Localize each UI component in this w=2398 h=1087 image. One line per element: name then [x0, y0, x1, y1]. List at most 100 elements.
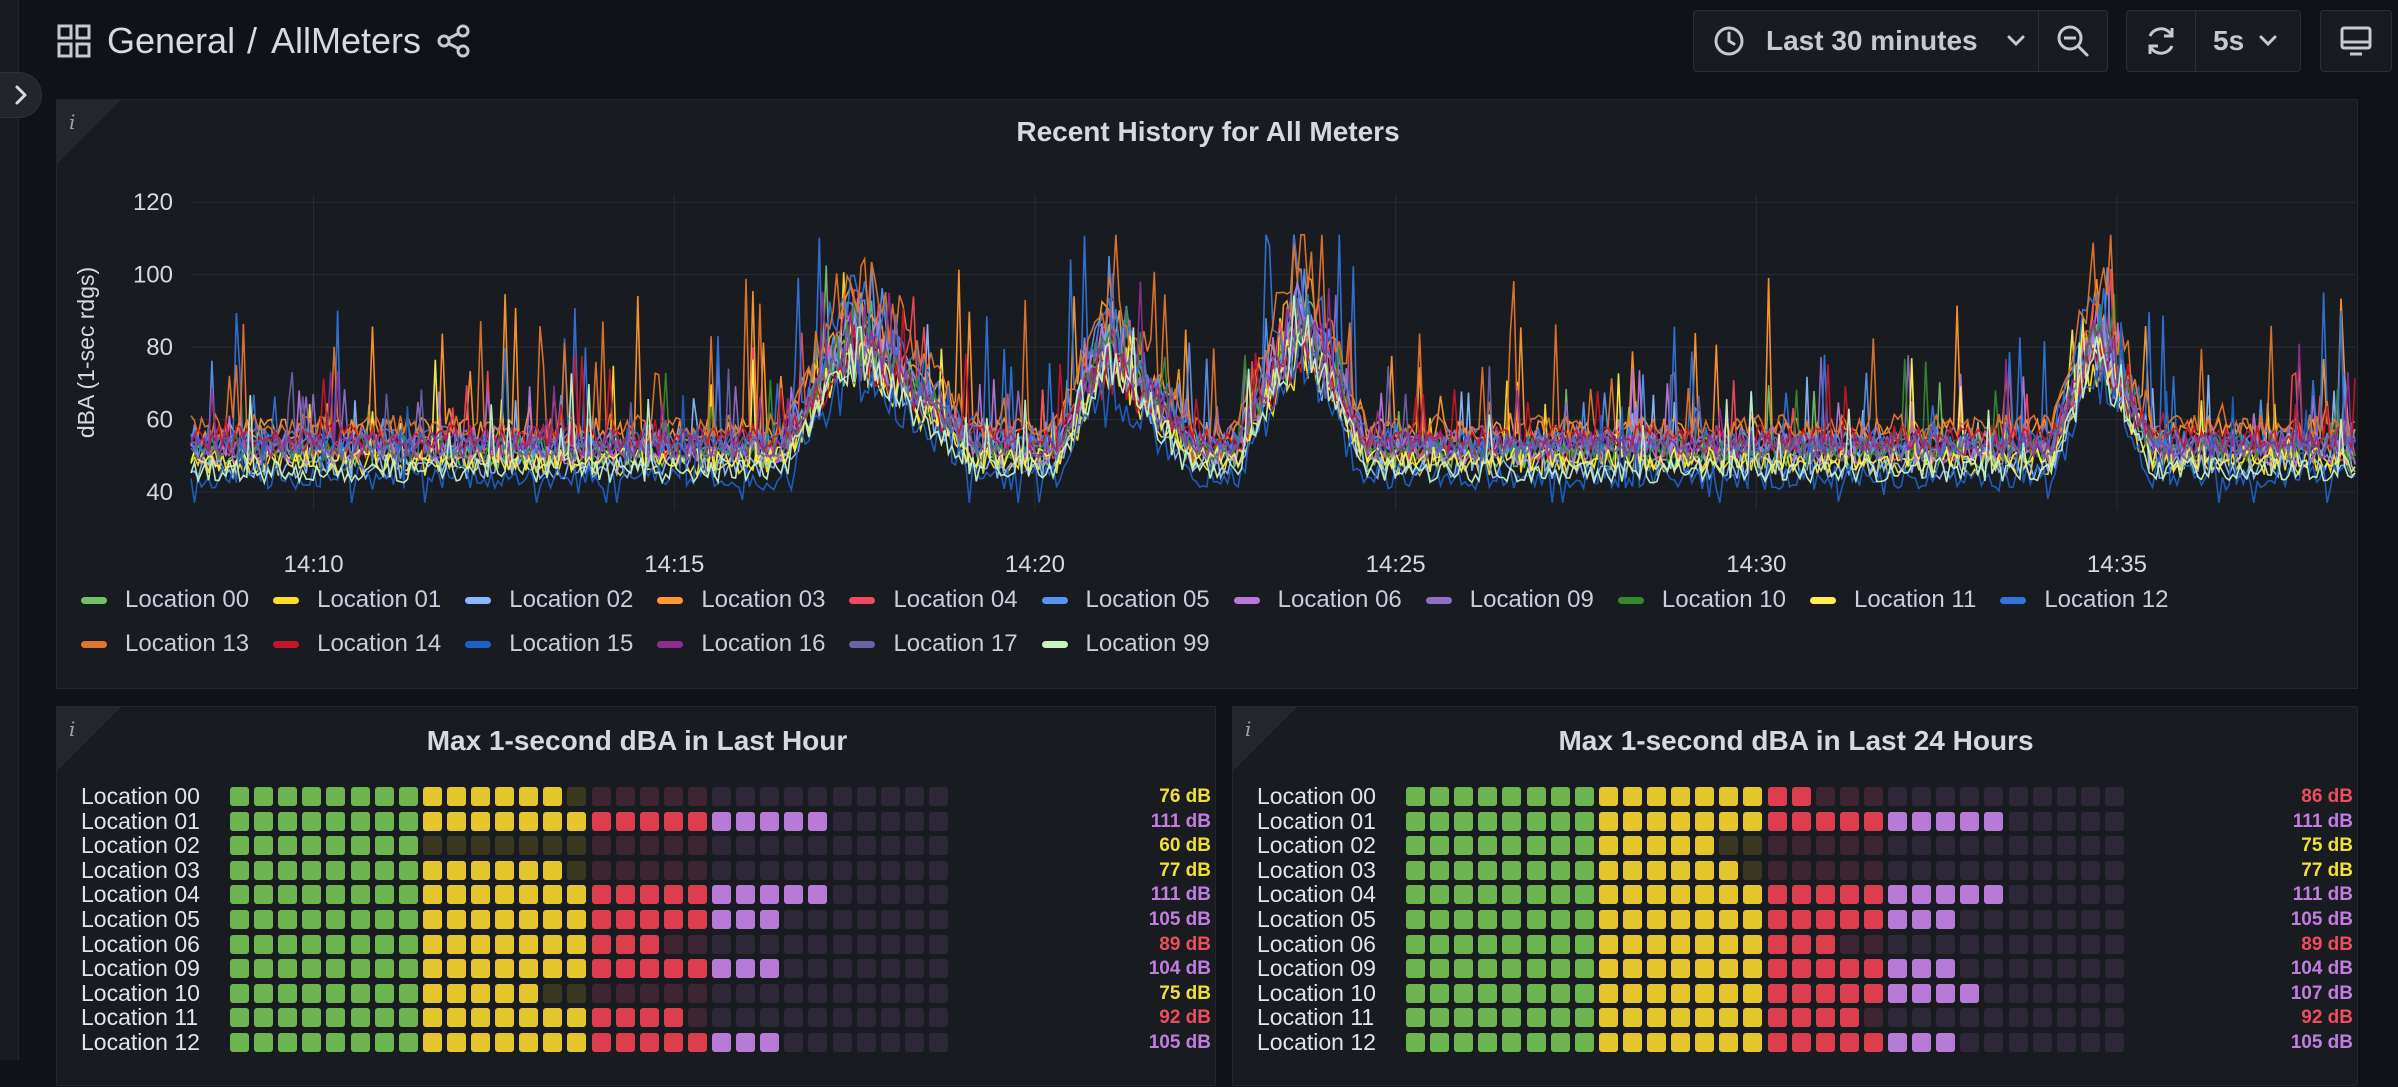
legend-item[interactable]: Location 03	[657, 586, 825, 614]
gauge-cell	[567, 934, 587, 954]
gauge-cell	[712, 934, 731, 954]
gauge-cell	[2056, 1008, 2076, 1028]
gauge-cell	[1598, 787, 1618, 806]
y-tick-label: 40	[146, 479, 173, 506]
gauge-cell	[1912, 1008, 1932, 1028]
breadcrumb-dashboard[interactable]: AllMeters	[271, 20, 422, 61]
legend-swatch	[1425, 596, 1452, 604]
legend-item[interactable]: Location 02	[465, 586, 633, 614]
gauge-cell	[1406, 1033, 1425, 1052]
gauge-cell	[1695, 1033, 1715, 1052]
gauge-cell	[784, 885, 804, 905]
gauge-cell	[639, 836, 659, 856]
gauge-cell	[1406, 787, 1425, 806]
gauge-cell	[567, 910, 587, 929]
panel-info-icon[interactable]: i	[1245, 717, 1252, 741]
gauge-cell	[1574, 910, 1594, 929]
legend-item[interactable]: Location 16	[657, 630, 825, 658]
gauge-cell	[1622, 910, 1642, 929]
legend-item[interactable]: Location 12	[2000, 586, 2168, 614]
gauge-cell	[712, 811, 731, 831]
dashboard-grid-icon[interactable]	[57, 24, 91, 58]
gauge-cell	[398, 885, 418, 905]
gauge-cell	[1406, 885, 1425, 905]
legend-item[interactable]: Location 13	[81, 630, 249, 658]
panel-info-icon[interactable]: i	[69, 110, 76, 134]
gauge-cell	[398, 811, 418, 831]
gauge-cell	[1815, 885, 1835, 905]
gauge-cell	[784, 836, 804, 856]
legend-item[interactable]: Location 05	[1041, 586, 1210, 614]
legend-label: Location 16	[701, 630, 826, 657]
panel-title: Recent History for All Meters	[1016, 116, 1400, 147]
gauge-cell	[880, 860, 900, 880]
y-tick-label: 100	[133, 262, 173, 289]
gauge-cell	[1478, 836, 1498, 856]
gauge-row-label: Location 09	[81, 955, 200, 982]
legend-item[interactable]: Location 00	[81, 586, 249, 614]
gauge-cell	[615, 836, 635, 856]
gauge-cell	[446, 885, 466, 905]
gauge-cell	[736, 983, 756, 1003]
gauge-cell	[230, 836, 249, 856]
gauge-cell	[784, 860, 804, 880]
gauge-cell	[1598, 836, 1618, 856]
legend-item[interactable]: Location 99	[1041, 630, 1210, 658]
legend-item[interactable]: Location 01	[273, 586, 441, 614]
history-panel: i Recent History for All Meters 120 100 80…	[56, 99, 2358, 689]
gauge-cell	[422, 910, 442, 929]
gauge-cell	[1671, 836, 1691, 856]
gauge-cell	[1550, 1033, 1570, 1052]
gauge-cell	[832, 1033, 852, 1052]
legend-item[interactable]: Location 15	[465, 630, 633, 658]
sidebar-toggle-button[interactable]	[0, 72, 42, 118]
legend-item[interactable]: Location 17	[849, 630, 1018, 658]
legend-item[interactable]: Location 09	[1425, 586, 1594, 614]
max-hour-panel: i Max 1-second dBA in Last Hour Location…	[56, 706, 1216, 1086]
gauge-cell	[1550, 934, 1570, 954]
gauge-cell	[1671, 787, 1691, 806]
gauge-cell	[904, 1008, 924, 1028]
gauge-cell	[471, 910, 490, 929]
gauge-cell	[712, 959, 731, 979]
refresh-interval-picker[interactable]: 5s	[2195, 10, 2301, 72]
panel-corner	[57, 100, 121, 164]
gauge-cell	[495, 959, 515, 979]
gauge-cell	[350, 836, 370, 856]
gauge-cell	[254, 910, 274, 929]
gauge-cell	[326, 860, 346, 880]
gauge-cell	[495, 910, 515, 929]
gauge-cell	[712, 860, 731, 880]
panel-info-icon[interactable]: i	[69, 717, 76, 741]
gauge-cell	[230, 811, 249, 831]
legend-item[interactable]: Location 06	[1233, 586, 1402, 614]
share-icon[interactable]	[437, 24, 471, 58]
refresh-button[interactable]	[2126, 10, 2196, 72]
gauge-cell	[760, 934, 780, 954]
time-range-picker[interactable]: Last 30 minutes	[1693, 10, 2039, 72]
gauge-cell	[1502, 983, 1522, 1003]
zoom-out-button[interactable]	[2038, 10, 2108, 72]
gauge-cell	[495, 934, 515, 954]
gauge-cell	[374, 1033, 394, 1052]
gauge-cell	[495, 811, 515, 831]
gauge-cell	[904, 811, 924, 831]
gauge-cell	[1695, 934, 1715, 954]
legend-label: Location 02	[509, 586, 634, 613]
legend-item[interactable]: Location 14	[273, 630, 441, 658]
legend-item[interactable]: Location 11	[1809, 586, 1976, 614]
gauge-cell	[2080, 860, 2100, 880]
gauge-row-value: 77 dB	[2301, 859, 2353, 881]
gauge-cell	[278, 1008, 298, 1028]
gauge-cell	[254, 885, 274, 905]
gauge-cell	[2080, 1008, 2100, 1028]
gauge-cell	[374, 787, 394, 806]
breadcrumb-folder[interactable]: General	[107, 20, 236, 61]
legend-item[interactable]: Location 10	[1617, 586, 1786, 614]
legend-label: Location 06	[1277, 586, 1402, 613]
gauge-cell	[880, 836, 900, 856]
tv-mode-button[interactable]	[2320, 10, 2392, 72]
gauge-cell	[350, 860, 370, 880]
legend-item[interactable]: Location 04	[849, 586, 1018, 614]
gauge-cell	[2008, 885, 2028, 905]
